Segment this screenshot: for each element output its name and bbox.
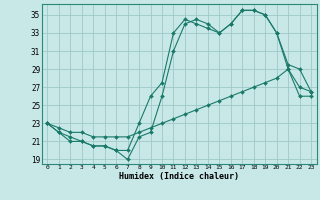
- X-axis label: Humidex (Indice chaleur): Humidex (Indice chaleur): [119, 172, 239, 181]
